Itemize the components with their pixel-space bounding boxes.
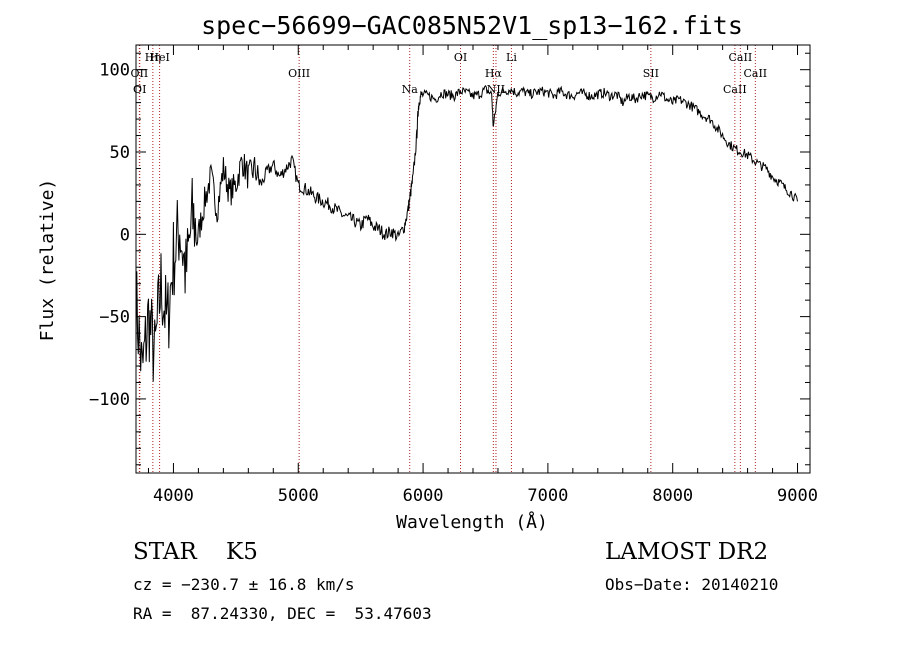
object-type: STAR K5	[133, 539, 258, 565]
y-axis-label: Flux (relative)	[37, 179, 58, 342]
x-tick-label-2: 6000	[403, 486, 444, 506]
line-label-0: Hη	[145, 51, 161, 64]
observation-date: Obs−Date: 20140210	[605, 575, 779, 594]
redshift-velocity: cz = −230.7 ± 16.8 km/s	[133, 575, 355, 594]
y-tick-label-4: −100	[89, 390, 130, 410]
line-label-3: HeI	[149, 51, 169, 64]
line-label-1: OII	[131, 67, 149, 80]
line-label-2: OI	[133, 83, 146, 96]
y-tick-label-2: 0	[120, 225, 130, 245]
y-tick-label-0: 100	[99, 61, 130, 81]
x-tick-label-1: 5000	[278, 486, 319, 506]
line-label-12: CaII	[729, 51, 753, 64]
ra-dec: RA = 87.24330, DEC = 53.47603	[133, 604, 432, 623]
line-label-9: Li	[506, 51, 517, 64]
line-label-4: OIII	[288, 67, 310, 80]
line-label-13: CaII	[743, 67, 767, 80]
line-label-11: CaII	[723, 83, 747, 96]
x-tick-label-5: 9000	[777, 486, 818, 506]
spectrum-line	[135, 85, 798, 382]
plot-area: HηOIIOIHeIOIIINaOIHαNIILiSIICaIICaIICaII…	[89, 44, 818, 506]
line-label-10: SII	[643, 67, 659, 80]
y-tick-label-3: −50	[99, 308, 130, 328]
y-tick-label-1: 50	[110, 143, 130, 163]
x-tick-label-3: 7000	[527, 486, 568, 506]
line-label-5: Na	[402, 83, 419, 96]
plot-frame	[135, 44, 811, 474]
chart-title: spec−56699−GAC085N52V1_sp13−162.fits	[201, 11, 743, 40]
survey-name: LAMOST DR2	[605, 539, 769, 565]
x-axis-label: Wavelength (Å)	[396, 511, 548, 533]
x-tick-label-4: 8000	[652, 486, 693, 506]
line-label-6: OI	[454, 51, 467, 64]
line-label-7: Hα	[485, 67, 503, 80]
x-tick-label-0: 4000	[153, 486, 194, 506]
